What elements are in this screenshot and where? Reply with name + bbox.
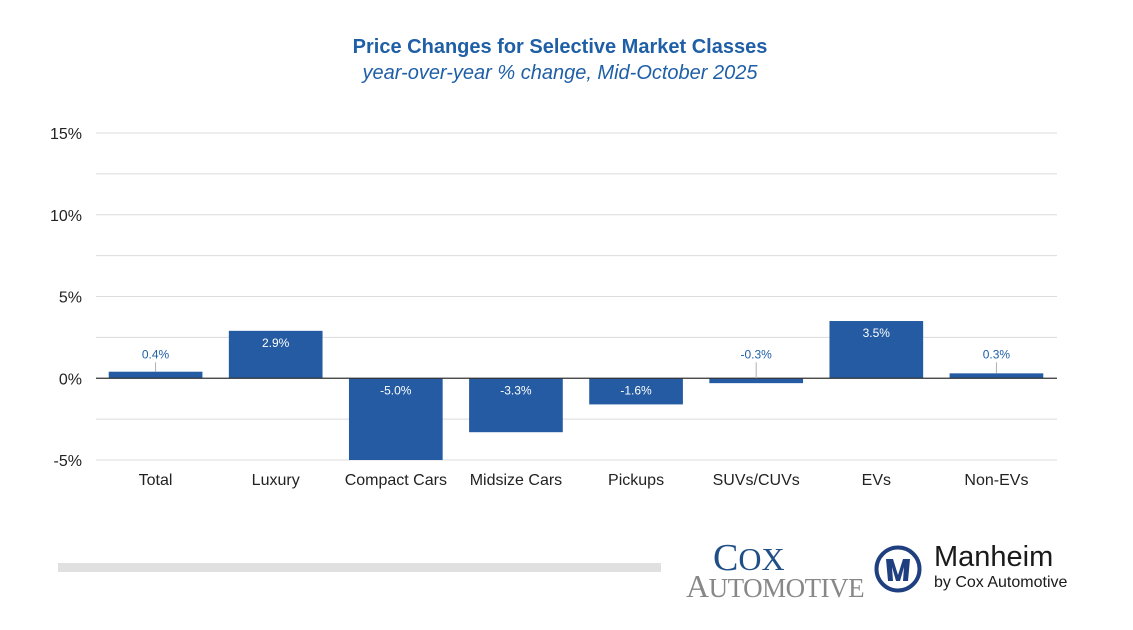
data-label: 3.5% (863, 326, 891, 340)
cox-automotive-logo: COX AUTOMOTIVE (686, 537, 865, 602)
chart-subtitle: year-over-year % change, Mid-October 202… (362, 62, 758, 84)
bar (829, 321, 924, 379)
cox-logo-line1-rest: OX (738, 541, 785, 577)
bar (348, 378, 443, 460)
bar (949, 373, 1044, 379)
bar (709, 378, 804, 384)
x-tick-label: Compact Cars (345, 472, 447, 489)
bar-chart: -5% 0% 5% 10% 15% 0.4% 2.9% -5.0% -3.3% -1.6% -0.… (50, 126, 1057, 489)
bars (108, 321, 1044, 460)
manheim-logo: Manheim by Cox Automotive (874, 541, 1104, 599)
x-tick-label: EVs (862, 472, 891, 489)
bar (228, 330, 323, 379)
cox-logo-line1: COX (713, 537, 785, 579)
y-tick-label: 10% (50, 208, 82, 225)
chart-title: Price Changes for Selective Market Class… (352, 36, 768, 58)
bar (469, 378, 563, 433)
data-labels: 0.4% 2.9% -5.0% -3.3% -1.6% -0.3% 3.5% 0.3% (142, 326, 1011, 397)
y-tick-label: 5% (59, 290, 82, 307)
x-axis: Total Luxury Compact Cars Midsize Cars Picku… (139, 472, 1029, 489)
x-tick-label: SUVs/CUVs (713, 472, 800, 489)
y-tick-label: 15% (50, 126, 82, 143)
cox-logo-line2-rest: UTOMOTIVE (708, 573, 865, 603)
footer-divider-bar (58, 563, 661, 572)
x-tick-label: Midsize Cars (470, 472, 562, 489)
data-label: 0.3% (983, 347, 1011, 361)
x-tick-label: Luxury (252, 472, 300, 489)
y-tick-label: -5% (54, 453, 82, 470)
data-label: 0.4% (142, 347, 170, 361)
x-tick-label: Total (139, 472, 173, 489)
manheim-m-icon (874, 545, 922, 593)
data-label: -1.6% (620, 383, 652, 397)
manheim-tagline: by Cox Automotive (934, 574, 1068, 591)
y-tick-label: 0% (59, 371, 82, 388)
bar (589, 378, 683, 405)
data-label: -5.0% (380, 383, 412, 397)
cox-logo-line2: AUTOMOTIVE (686, 568, 865, 604)
x-tick-label: Pickups (608, 472, 664, 489)
x-tick-label: Non-EVs (964, 472, 1028, 489)
y-axis: -5% 0% 5% 10% 15% (50, 126, 82, 470)
data-label: 2.9% (262, 336, 290, 350)
manheim-wordmark: Manheim (934, 541, 1054, 573)
data-label: -3.3% (500, 383, 532, 397)
gridlines (96, 132, 1057, 461)
data-label: -0.3% (741, 347, 773, 361)
bar (108, 371, 203, 379)
